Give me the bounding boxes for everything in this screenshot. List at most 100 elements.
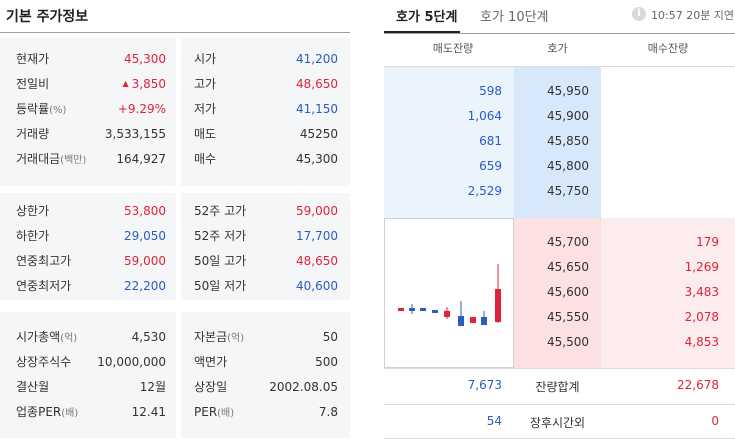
row-label: PER (194, 405, 218, 419)
ask-price[interactable]: 45,800 (547, 159, 589, 173)
bid-price[interactable]: 45,650 (547, 260, 589, 274)
row-label: 52주 고가 (194, 204, 247, 218)
row-value: 53,800 (124, 204, 166, 218)
row-unit: (배) (217, 408, 235, 419)
divider (384, 438, 735, 439)
row-label: 자본금 (194, 330, 228, 344)
50d-high-row: 50일 고가 48,650 (194, 250, 338, 272)
bid-price[interactable]: 45,500 (547, 335, 589, 349)
row-value: 10,000,000 (97, 355, 166, 369)
bid-price[interactable]: 45,550 (547, 310, 589, 324)
info-block-2-left (0, 193, 176, 300)
orderbook-panel: 호가 5단계 호가 10단계 i 10:57 20분 지연 매도잔량 호가 매수… (384, 0, 735, 448)
bid-volume: 4,853 (684, 335, 719, 349)
candle (398, 308, 404, 311)
after-hours-label: 장후시간외 (529, 416, 586, 430)
row-label: 연중최고가 (16, 254, 72, 268)
ask-price[interactable]: 45,900 (547, 109, 589, 123)
listing-date-row: 상장일 2002.08.05 (194, 376, 338, 398)
row-label-wrap: 업종PER(배) (16, 401, 78, 425)
row-label: 상한가 (16, 204, 50, 218)
row-unit: (억) (60, 333, 78, 344)
active-tab-indicator (384, 31, 460, 34)
row-value-wrap: ▲ 3,850 (122, 73, 166, 95)
row-label: 거래대금 (16, 152, 61, 166)
divider (0, 32, 350, 33)
row-value: 59,000 (296, 204, 338, 218)
after-hours-bid-volume: 0 (711, 414, 719, 428)
row-value: 2002.08.05 (269, 380, 338, 394)
row-label: 시가 (194, 52, 217, 66)
delay-time: 10:57 20분 지연 (651, 9, 735, 22)
row-value: 48,650 (296, 77, 338, 91)
basic-stock-info-panel: 기본 주가정보 현재가 45,300 전일비 ▲ 3,850 등락률(%) +9.… (0, 0, 350, 448)
row-value: 17,700 (296, 229, 338, 243)
ask-price[interactable]: 45,750 (547, 184, 589, 198)
row-label: 52주 저가 (194, 229, 247, 243)
candle (420, 308, 426, 311)
row-unit: (배) (61, 408, 79, 419)
row-label: 저가 (194, 102, 217, 116)
header-price: 호가 (547, 42, 568, 55)
tab-orderbook-10[interactable]: 호가 10단계 (480, 10, 549, 25)
header-ask-volume: 매도잔량 (432, 42, 474, 55)
row-label: 업종PER (16, 405, 62, 419)
row-value: 3,533,155 (104, 127, 166, 141)
row-value: 3,850 (131, 77, 166, 91)
up-triangle-icon: ▲ (122, 79, 129, 88)
tab-orderbook-5[interactable]: 호가 5단계 (396, 10, 458, 25)
row-value: 50 (322, 330, 338, 344)
industry-per-row: 업종PER(배) 12.41 (16, 401, 166, 423)
bid-row: 매수 45,300 (194, 148, 338, 170)
row-label: 시가총액 (16, 330, 61, 344)
52w-low-row: 52주 저가 17,700 (194, 225, 338, 247)
row-value: 29,050 (124, 229, 166, 243)
bid-volume: 1,269 (684, 260, 719, 274)
candle (495, 289, 501, 322)
row-label: 상장일 (194, 380, 228, 394)
ask-price[interactable]: 45,850 (547, 134, 589, 148)
lower-limit-row: 하한가 29,050 (16, 225, 166, 247)
row-label: 50일 저가 (194, 279, 247, 293)
row-label: 현재가 (16, 52, 50, 66)
row-value: 45,300 (296, 152, 338, 166)
row-label: 고가 (194, 77, 217, 91)
listed-shares-row: 상장주식수 10,000,000 (16, 351, 166, 373)
row-label: 거래량 (16, 127, 50, 141)
after-hours-ask-volume: 54 (486, 414, 502, 428)
bid-price-column (514, 218, 601, 368)
row-value: 22,200 (124, 279, 166, 293)
row-value: 48,650 (296, 254, 338, 268)
ask-price[interactable]: 45,950 (547, 84, 589, 98)
row-value: 12월 (139, 380, 166, 394)
row-value: 40,600 (296, 279, 338, 293)
divider (384, 368, 735, 369)
row-label: 50일 고가 (194, 254, 247, 268)
row-label: 매수 (194, 152, 217, 166)
bid-price[interactable]: 45,700 (547, 235, 589, 249)
change-rate-row: 등락률(%) +9.29% (16, 98, 166, 120)
bid-price[interactable]: 45,600 (547, 285, 589, 299)
high-price-row: 고가 48,650 (194, 73, 338, 95)
row-value: 4,530 (131, 330, 166, 344)
52w-high-row: 52주 고가 59,000 (194, 200, 338, 222)
bid-volume: 179 (696, 235, 719, 249)
row-value: 45250 (299, 127, 338, 141)
row-value: 41,150 (296, 102, 338, 116)
row-label-wrap: 자본금(억) (194, 326, 244, 350)
row-label: 등락률 (16, 102, 50, 116)
candle (458, 316, 464, 326)
trading-value-row: 거래대금(백만) 164,927 (16, 148, 166, 170)
fiscal-month-row: 결산월 12월 (16, 376, 166, 398)
bid-volume: 2,078 (684, 310, 719, 324)
total-label: 잔량합계 (535, 380, 580, 394)
row-label-wrap: 시가총액(억) (16, 326, 77, 350)
ask-volume: 1,064 (467, 109, 502, 123)
market-cap-row: 시가총액(억) 4,530 (16, 326, 166, 348)
bid-area (601, 218, 735, 368)
divider (384, 404, 735, 405)
row-value: 41,200 (296, 52, 338, 66)
info-icon[interactable]: i (632, 7, 646, 21)
row-label: 결산월 (16, 380, 50, 394)
ask-volume: 659 (479, 159, 502, 173)
